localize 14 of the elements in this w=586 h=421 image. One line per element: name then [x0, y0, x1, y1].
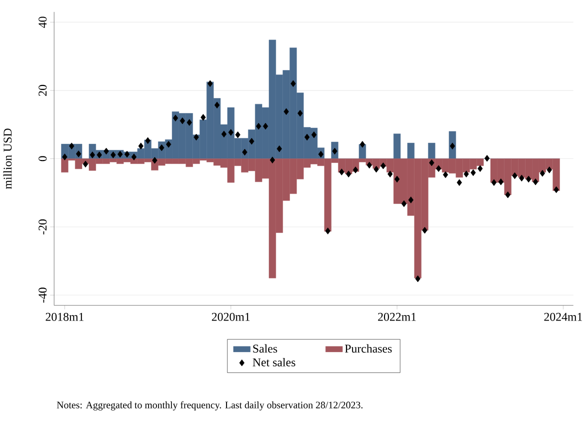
- x-tick-label: 2018m1: [46, 312, 84, 321]
- y-tick-label: 20: [38, 85, 47, 96]
- y-axis-title: million USD: [3, 128, 12, 190]
- legend-label: Sales: [253, 344, 278, 353]
- x-tick-label: 2024m1: [544, 312, 582, 321]
- y-tick-label: -20: [38, 220, 47, 234]
- y-tick-label: -40: [38, 288, 47, 303]
- y-tick-label: 0: [38, 156, 47, 162]
- y-tick-label: 40: [38, 16, 47, 28]
- legend-label: Net sales: [252, 358, 296, 366]
- x-tick-label: 2022m1: [378, 312, 416, 321]
- x-tick-label: 2020m1: [212, 312, 250, 321]
- text: Notes: Aggregated to monthly frequency. Last daily observation 28/12/2023.: [56, 401, 362, 411]
- legend-label: Purchases: [344, 344, 392, 353]
